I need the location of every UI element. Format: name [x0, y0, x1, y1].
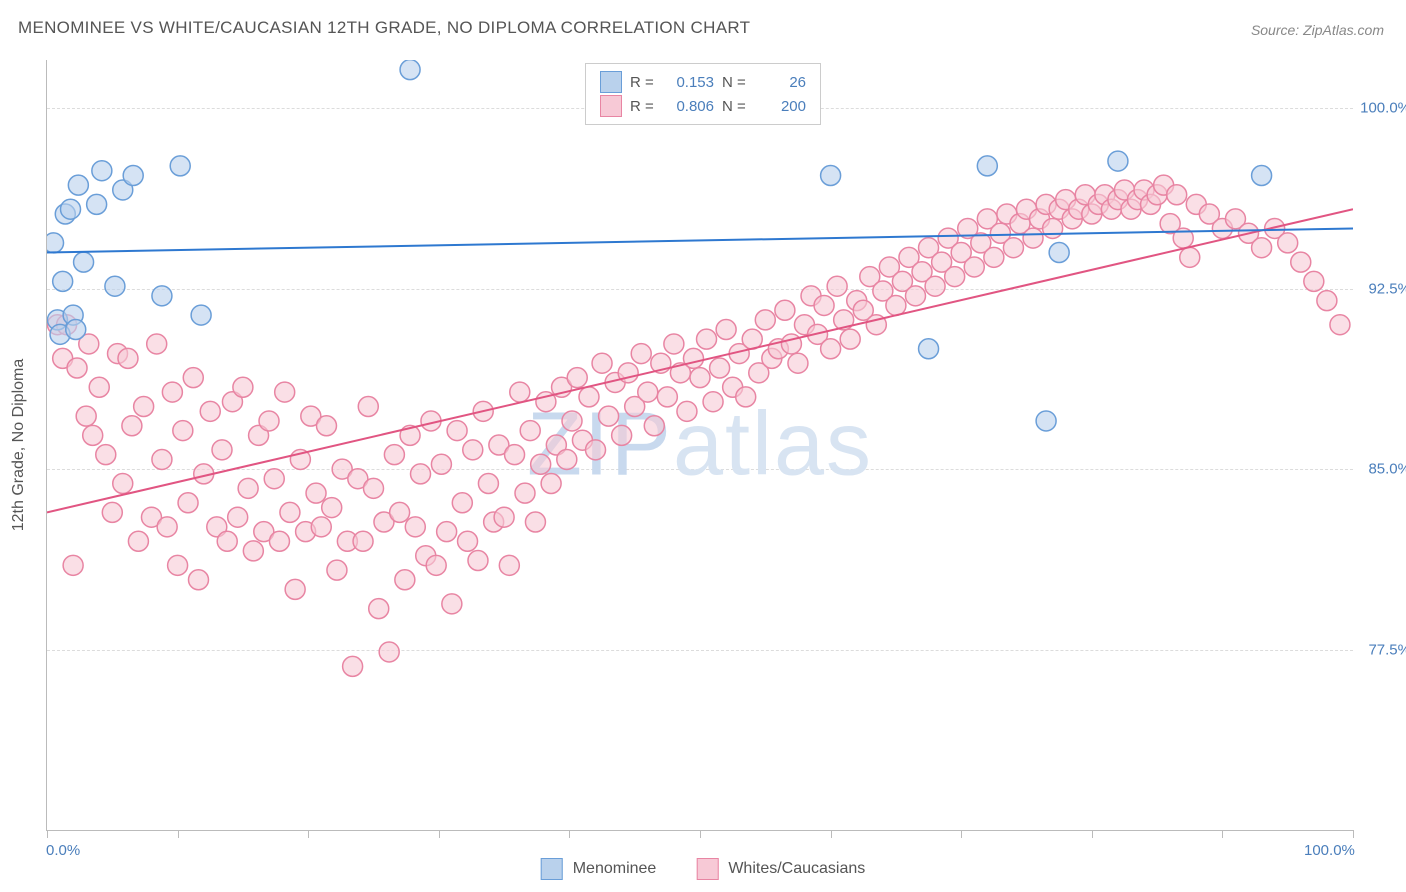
y-tick-label: 85.0% — [1357, 461, 1406, 478]
y-tick-label: 92.5% — [1357, 280, 1406, 297]
y-tick-label: 100.0% — [1357, 100, 1406, 117]
r-label: R = — [630, 74, 658, 91]
x-tick — [47, 830, 48, 838]
y-axis-title: 12th Grade, No Diploma — [10, 359, 28, 532]
legend-stats-menominee: R = 0.153 N = 26 — [600, 70, 806, 94]
n-value-menominee: 26 — [758, 74, 806, 91]
x-tick — [700, 830, 701, 838]
swatch-whites — [696, 858, 718, 880]
x-tick — [308, 830, 309, 838]
n-value-whites: 200 — [758, 98, 806, 115]
r-value-menominee: 0.153 — [666, 74, 714, 91]
r-label: R = — [630, 98, 658, 115]
x-tick — [1353, 830, 1354, 838]
plot-area: ZIPatlas 77.5%85.0%92.5%100.0% — [46, 60, 1353, 831]
r-value-whites: 0.806 — [666, 98, 714, 115]
swatch-whites — [600, 95, 622, 117]
legend-item-menominee: Menominee — [541, 858, 657, 880]
n-label: N = — [722, 74, 750, 91]
source-label: Source: ZipAtlas.com — [1251, 22, 1384, 38]
x-tick — [961, 830, 962, 838]
n-label: N = — [722, 98, 750, 115]
x-axis-max: 100.0% — [1304, 842, 1355, 859]
x-tick — [439, 830, 440, 838]
x-tick — [831, 830, 832, 838]
legend-label-whites: Whites/Caucasians — [728, 860, 865, 878]
x-tick — [1092, 830, 1093, 838]
legend-label-menominee: Menominee — [573, 860, 657, 878]
legend-stats-whites: R = 0.806 N = 200 — [600, 94, 806, 118]
chart-title: MENOMINEE VS WHITE/CAUCASIAN 12TH GRADE,… — [18, 18, 750, 38]
x-axis-min: 0.0% — [46, 842, 80, 859]
legend-stats: R = 0.153 N = 26 R = 0.806 N = 200 — [585, 63, 821, 125]
legend-series: Menominee Whites/Caucasians — [541, 858, 866, 880]
scatter-svg — [47, 60, 1353, 830]
legend-item-whites: Whites/Caucasians — [696, 858, 865, 880]
swatch-menominee — [600, 71, 622, 93]
y-tick-label: 77.5% — [1357, 641, 1406, 658]
x-tick — [178, 830, 179, 838]
x-tick — [569, 830, 570, 838]
swatch-menominee — [541, 858, 563, 880]
x-tick — [1222, 830, 1223, 838]
